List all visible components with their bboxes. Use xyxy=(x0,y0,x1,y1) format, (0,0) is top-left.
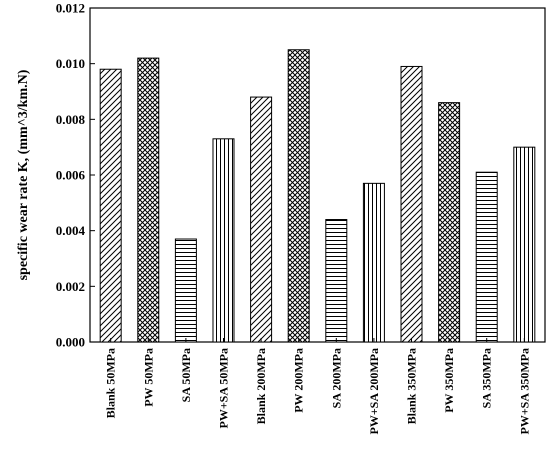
bar-sa-200mpa xyxy=(325,219,348,343)
bar-blank-50mpa xyxy=(99,68,122,343)
y-tick-label: 0.000 xyxy=(56,335,85,350)
y-tick-label: 0.004 xyxy=(56,223,86,238)
x-axis-tick-labels: Blank 50MPa PW 50MPa SA 50MPa PW+SA 50MPa Bl… xyxy=(104,338,531,435)
x-tick-label: Blank 200MPa xyxy=(254,348,268,424)
x-tick-label: PW 350MPa xyxy=(442,348,456,413)
x-tick-label: Blank 350MPa xyxy=(405,348,419,424)
x-tick-label: SA 200MPa xyxy=(329,348,343,408)
x-tick-label: SA 350MPa xyxy=(480,348,494,408)
y-tick-label: 0.010 xyxy=(56,56,85,71)
bar-pw-200mpa xyxy=(287,49,310,343)
bar-pw-sa-50mpa xyxy=(212,138,235,343)
x-tick-label: PW+SA 50MPa xyxy=(216,348,230,429)
bar-blank-200mpa xyxy=(250,96,273,343)
x-tick-label: PW 50MPa xyxy=(141,348,155,407)
x-tick-label: PW+SA 350MPa xyxy=(517,348,531,435)
y-tick-label: 0.008 xyxy=(56,112,86,127)
y-tick-label: 0.006 xyxy=(56,168,86,183)
bar-series xyxy=(99,49,536,343)
y-tick-label: 0.012 xyxy=(56,1,85,16)
bar-pw-sa-200mpa xyxy=(362,182,385,343)
y-axis-ticks: 0.000 0.002 0.004 0.006 0.008 0.010 0.012 xyxy=(56,1,95,350)
x-tick-label: PW+SA 200MPa xyxy=(367,348,381,435)
x-tick-label: Blank 50MPa xyxy=(104,348,118,418)
bar-blank-350mpa xyxy=(400,65,423,343)
y-axis-label: specific wear rate K, (mm^3/km.N) xyxy=(16,69,31,280)
bar-sa-350mpa xyxy=(475,171,498,343)
y-tick-label: 0.002 xyxy=(56,279,85,294)
bar-pw-sa-350mpa xyxy=(513,146,536,343)
bar-pw-350mpa xyxy=(438,102,461,343)
bar-sa-50mpa xyxy=(174,238,197,343)
bar-pw-50mpa xyxy=(137,57,160,343)
x-tick-label: PW 200MPa xyxy=(292,348,306,413)
x-tick-label: SA 50MPa xyxy=(179,348,193,402)
